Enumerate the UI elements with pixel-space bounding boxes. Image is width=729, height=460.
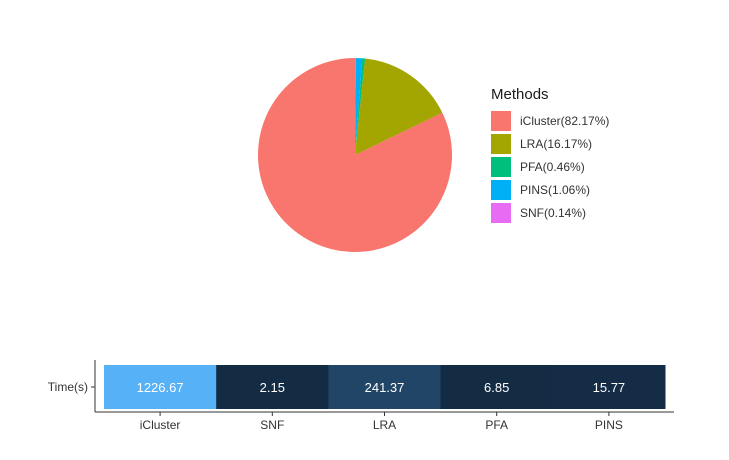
data-label-pfa: 6.85 (484, 380, 509, 395)
pie-slice-pins (355, 58, 363, 155)
data-label-pins: 15.77 (593, 380, 626, 395)
legend-swatch (491, 133, 511, 154)
legend-label: PFA(0.46%) (520, 159, 585, 174)
time-heatmap: Time(s) 1226.67 iCluster 2.15 SNF 241.37 LRA 6.… (48, 360, 674, 432)
data-label-icluster: 1226.67 (137, 380, 184, 395)
y-axis-label: Time(s) (48, 380, 88, 394)
heat-tile-pfa (440, 365, 554, 409)
x-tick-label-pfa: PFA (485, 418, 508, 432)
legend-item-snf: SNF(0.14%) (491, 201, 609, 224)
data-label-snf: 2.15 (260, 380, 285, 395)
pie-slice-lra (355, 58, 443, 155)
x-tick-label-icluster: iCluster (140, 418, 181, 432)
legend-item-icluster: iCluster(82.17%) (491, 109, 609, 132)
legend-label: PINS(1.06%) (520, 182, 591, 197)
x-tick-label-snf: SNF (260, 418, 284, 432)
legend-item-lra: LRA(16.17%) (491, 132, 609, 155)
legend-title: Methods (491, 86, 549, 103)
legend: Methods iCluster(82.17%) LRA(16.17%) PFA… (491, 86, 609, 224)
legend-item-pins: PINS(1.06%) (491, 178, 609, 201)
legend-item-pfa: PFA(0.46%) (491, 155, 609, 178)
pie-chart (258, 58, 453, 252)
legend-label: iCluster(82.17%) (520, 113, 610, 128)
pie-slice-pfa (355, 58, 366, 155)
pie-slice-icluster (258, 58, 453, 252)
heat-tile-icluster (104, 365, 217, 409)
legend-label: LRA(16.17%) (520, 136, 593, 151)
legend-swatch (491, 202, 511, 223)
heat-tile-snf (216, 365, 329, 409)
data-label-lra: 241.37 (365, 380, 405, 395)
x-tick-label-lra: LRA (373, 418, 396, 432)
legend-swatch (491, 179, 511, 200)
heat-tile-lra (328, 365, 442, 409)
legend-swatch (491, 156, 511, 177)
pie-slice-snf (355, 58, 356, 155)
heat-tile-pins (552, 365, 666, 409)
legend-swatch (491, 110, 511, 131)
x-tick-label-pins: PINS (595, 418, 623, 432)
legend-label: SNF(0.14%) (520, 205, 587, 220)
